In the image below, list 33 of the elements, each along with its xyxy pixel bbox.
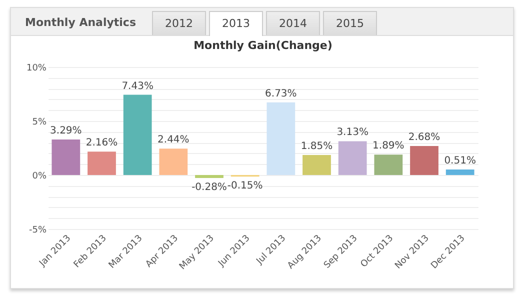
bar <box>410 146 438 175</box>
bar <box>159 148 188 175</box>
y-tick-label: 10% <box>26 64 47 74</box>
text: 2014 <box>266 11 320 35</box>
data-label: 1.89% <box>372 140 404 152</box>
data-label: 0.51% <box>444 155 476 166</box>
y-tick-label: 0% <box>32 172 47 182</box>
bar <box>195 175 224 178</box>
data-label: 1.85% <box>300 141 333 152</box>
data-label: -0.15% <box>227 180 263 192</box>
text: Monthly Analytics <box>24 16 137 31</box>
y-tick-label: -5% <box>28 226 47 236</box>
data-label: 3.29% <box>50 125 82 136</box>
data-label: 2.68% <box>408 132 440 144</box>
data-label: 2.16% <box>86 138 118 149</box>
chart-title: Monthly Gain(Change) <box>194 39 332 52</box>
data-label: 7.43% <box>122 80 154 92</box>
text: 2015 <box>323 11 377 35</box>
bar <box>266 102 296 175</box>
bar <box>52 139 80 175</box>
bar <box>88 152 116 175</box>
bar <box>374 154 403 175</box>
bar <box>123 94 152 175</box>
data-label: 6.73% <box>265 88 297 100</box>
text: 2013 <box>209 11 263 36</box>
data-label: -0.28% <box>192 182 227 194</box>
y-tick-label: 5% <box>32 118 47 128</box>
bar <box>338 141 367 175</box>
bar <box>446 169 474 175</box>
text: 2012 <box>152 11 206 35</box>
bar <box>302 155 331 175</box>
data-label: 2.44% <box>158 134 190 146</box>
data-label: 3.13% <box>336 127 368 138</box>
